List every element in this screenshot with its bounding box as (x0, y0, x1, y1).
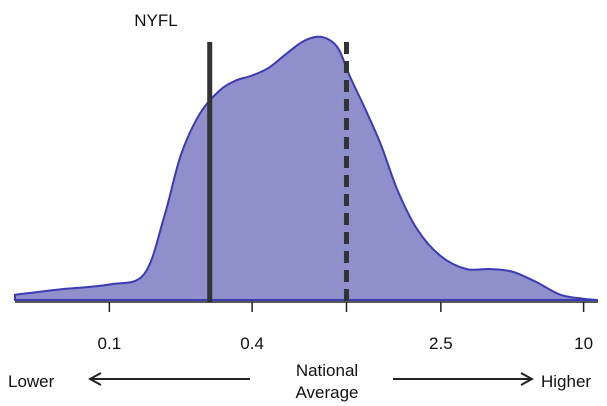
x-tick-label: 2.5 (429, 334, 453, 353)
reference-lines (207, 42, 349, 302)
x-tick-label: 0.1 (98, 334, 122, 353)
higher-label: Higher (541, 372, 591, 391)
national-average-label-line2: Average (295, 383, 358, 402)
national-average-label-line1: National (296, 361, 358, 380)
lower-label: Lower (8, 372, 55, 391)
nyfl-label: NYFL (134, 11, 177, 30)
x-ticks (108, 302, 585, 312)
density-area (14, 35, 599, 301)
x-tick-label: 0.4 (240, 334, 264, 353)
x-tick-labels: 0.1 0.4 2.5 10 (98, 334, 594, 353)
x-tick-label: 10 (574, 334, 593, 353)
